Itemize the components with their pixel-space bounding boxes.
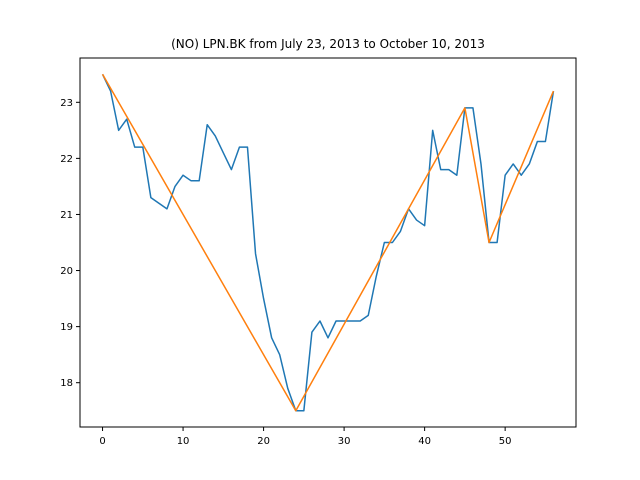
plot-layer xyxy=(101,73,555,412)
y-tick-label: 22 xyxy=(60,154,73,165)
x-tick-label: 40 xyxy=(418,436,431,447)
plot-frame xyxy=(79,57,577,428)
x-tick-label: 50 xyxy=(499,436,512,447)
x-tick-label: 10 xyxy=(177,436,190,447)
chart-title: (NO) LPN.BK from July 23, 2013 to Octobe… xyxy=(171,37,485,51)
y-tick-label: 18 xyxy=(60,378,73,389)
y-tick-label: 23 xyxy=(60,98,73,109)
axes-layer: 0 10 20 30 40 50 18 19 20 21 22 23 xyxy=(60,98,511,447)
trend-series-line xyxy=(101,73,555,412)
x-tick-label: 0 xyxy=(99,436,105,447)
x-tick-label: 20 xyxy=(257,436,270,447)
x-tick-label: 30 xyxy=(338,436,351,447)
y-tick-label: 20 xyxy=(60,266,73,277)
y-tick-label: 19 xyxy=(60,322,73,333)
y-tick-label: 21 xyxy=(60,210,73,221)
price-series-line xyxy=(101,73,555,412)
